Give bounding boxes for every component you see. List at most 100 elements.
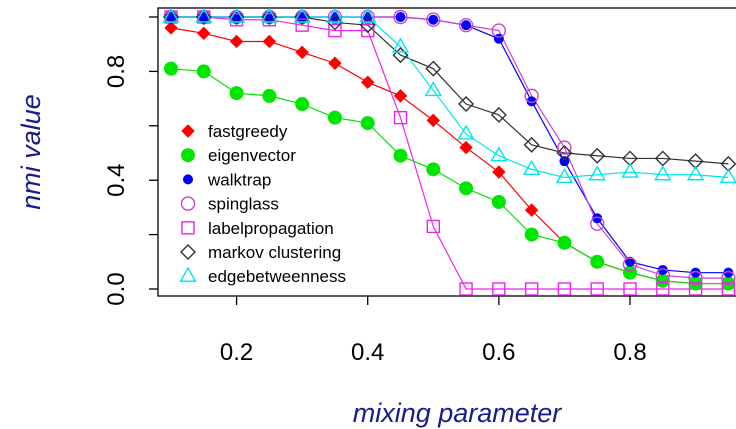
- data-point-markov-clustering: [228, 9, 245, 25]
- legend-marker-spinglass: [180, 196, 196, 211]
- data-point-eigenvector: [393, 148, 408, 163]
- legend-marker-eigenvector: [181, 148, 195, 163]
- data-point-edgebetweenness: [391, 37, 410, 53]
- legend-label-eigenvector: eigenvector: [208, 146, 296, 165]
- y-tick-label: 0.4: [103, 164, 130, 197]
- data-point-edgebetweenness: [457, 124, 475, 140]
- legend-label-walktrap: walktrap: [207, 170, 271, 189]
- data-point-markov-clustering: [261, 9, 278, 25]
- data-point-fastgreedy: [361, 75, 375, 89]
- legend-marker-markov-clustering: [180, 244, 196, 260]
- y-tick-label: 0.8: [103, 55, 130, 88]
- data-point-labelpropagation: [721, 282, 736, 296]
- data-point-spinglass: [393, 9, 408, 25]
- data-point-labelpropagation: [426, 219, 440, 234]
- data-point-edgebetweenness: [260, 7, 279, 23]
- data-point-eigenvector: [262, 88, 277, 103]
- series-points: [162, 7, 736, 296]
- data-point-spinglass: [721, 270, 736, 286]
- data-point-edgebetweenness: [686, 165, 705, 181]
- legend-label-labelpropagation: labelpropagation: [208, 219, 334, 238]
- data-point-fastgreedy: [164, 21, 178, 35]
- data-point-markov-clustering: [589, 147, 606, 164]
- data-point-fastgreedy: [459, 140, 473, 155]
- data-point-eigenvector: [557, 235, 572, 250]
- legend-label-edgebetweenness: edgebetweenness: [208, 267, 346, 286]
- legend-label-markov-clustering: markov clustering: [208, 243, 341, 262]
- data-point-eigenvector: [196, 64, 211, 79]
- data-point-spinglass: [688, 270, 703, 286]
- data-point-labelpropagation: [492, 282, 506, 296]
- data-point-fastgreedy: [229, 34, 244, 49]
- data-point-eigenvector: [164, 61, 178, 76]
- data-point-labelpropagation: [688, 282, 703, 296]
- data-point-labelpropagation: [295, 18, 309, 32]
- data-point-labelpropagation: [557, 282, 572, 296]
- data-point-fastgreedy: [328, 56, 342, 70]
- data-point-spinglass: [590, 216, 605, 231]
- data-point-labelpropagation: [459, 282, 473, 296]
- data-point-walktrap: [461, 20, 472, 31]
- data-point-eigenvector: [229, 86, 244, 101]
- data-point-edgebetweenness: [490, 146, 508, 162]
- data-point-markov-clustering: [163, 9, 179, 25]
- data-point-edgebetweenness: [588, 165, 606, 181]
- data-point-spinglass: [524, 88, 539, 104]
- x-tick-label: 0.6: [482, 339, 515, 366]
- legend-label-spinglass: spinglass: [208, 195, 279, 214]
- data-point-fastgreedy: [393, 89, 408, 103]
- data-point-eigenvector: [327, 110, 342, 125]
- data-point-eigenvector: [524, 227, 539, 242]
- x-tick-label: 0.4: [351, 339, 384, 366]
- data-point-eigenvector: [590, 254, 605, 269]
- data-point-edgebetweenness: [424, 81, 442, 97]
- data-point-walktrap: [559, 156, 570, 167]
- data-point-labelpropagation: [197, 10, 211, 24]
- data-point-edgebetweenness: [227, 7, 246, 23]
- data-point-fastgreedy: [295, 45, 309, 60]
- data-point-spinglass: [655, 268, 670, 283]
- data-point-fastgreedy: [426, 113, 440, 128]
- data-point-markov-clustering: [195, 9, 212, 25]
- data-point-edgebetweenness: [522, 159, 541, 176]
- data-point-markov-clustering: [359, 17, 376, 34]
- data-point-spinglass: [557, 140, 572, 155]
- data-point-edgebetweenness: [293, 7, 311, 23]
- data-point-fastgreedy: [524, 203, 539, 217]
- data-point-markov-clustering: [490, 106, 507, 123]
- series-line-markov-clustering: [171, 16, 729, 165]
- data-point-fastgreedy: [492, 165, 506, 179]
- data-point-markov-clustering: [458, 96, 475, 113]
- data-point-labelpropagation: [590, 282, 604, 296]
- data-point-labelpropagation: [524, 282, 539, 296]
- data-point-edgebetweenness: [326, 7, 344, 23]
- data-point-edgebetweenness: [195, 7, 213, 23]
- data-point-eigenvector: [295, 97, 310, 112]
- data-point-labelpropagation: [164, 10, 178, 24]
- data-point-walktrap: [428, 14, 439, 25]
- y-tick-label: 0.0: [103, 272, 130, 305]
- data-point-eigenvector: [360, 116, 375, 131]
- data-point-markov-clustering: [326, 14, 343, 31]
- legend-marker-edgebetweenness: [179, 266, 197, 282]
- data-point-spinglass: [327, 9, 343, 25]
- data-point-edgebetweenness: [621, 162, 639, 178]
- legend-label-fastgreedy: fastgreedy: [208, 122, 288, 141]
- data-point-edgebetweenness: [719, 168, 736, 184]
- data-point-spinglass: [360, 9, 375, 25]
- data-point-labelpropagation: [328, 23, 342, 38]
- data-point-labelpropagation: [393, 110, 408, 125]
- x-tick-label: 0.8: [613, 339, 646, 366]
- data-point-spinglass: [491, 23, 507, 38]
- data-point-eigenvector: [426, 162, 441, 177]
- data-point-eigenvector: [491, 194, 506, 209]
- data-point-labelpropagation: [623, 282, 637, 296]
- data-point-edgebetweenness: [555, 168, 574, 184]
- legend: fastgreedy eigenvector walktrap spinglass la…: [179, 122, 346, 286]
- legend-marker-labelpropagation: [181, 221, 195, 235]
- data-point-spinglass: [622, 257, 638, 272]
- axes: 0.2 0.4 0.6 0.8 0.0 0.4 0.8: [103, 16, 647, 366]
- data-point-fastgreedy: [197, 26, 211, 41]
- data-point-markov-clustering: [556, 145, 573, 161]
